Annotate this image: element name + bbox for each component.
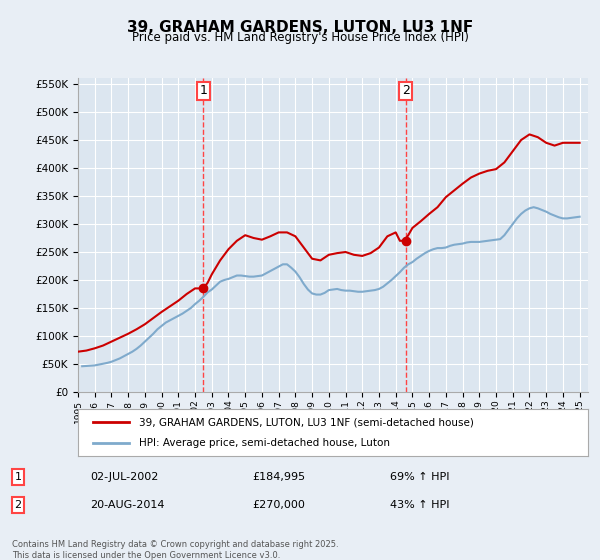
Text: HPI: Average price, semi-detached house, Luton: HPI: Average price, semi-detached house,… <box>139 438 390 448</box>
Text: £184,995: £184,995 <box>252 472 305 482</box>
Text: 02-JUL-2002: 02-JUL-2002 <box>90 472 158 482</box>
Text: 1: 1 <box>199 85 208 97</box>
Text: 39, GRAHAM GARDENS, LUTON, LU3 1NF (semi-detached house): 39, GRAHAM GARDENS, LUTON, LU3 1NF (semi… <box>139 417 474 427</box>
Text: 39, GRAHAM GARDENS, LUTON, LU3 1NF: 39, GRAHAM GARDENS, LUTON, LU3 1NF <box>127 20 473 35</box>
Text: 69% ↑ HPI: 69% ↑ HPI <box>390 472 449 482</box>
Text: 2: 2 <box>402 85 410 97</box>
Text: 20-AUG-2014: 20-AUG-2014 <box>90 500 164 510</box>
Text: Price paid vs. HM Land Registry's House Price Index (HPI): Price paid vs. HM Land Registry's House … <box>131 31 469 44</box>
Text: 2: 2 <box>14 500 22 510</box>
Text: 43% ↑ HPI: 43% ↑ HPI <box>390 500 449 510</box>
Text: 1: 1 <box>14 472 22 482</box>
Text: £270,000: £270,000 <box>252 500 305 510</box>
Text: Contains HM Land Registry data © Crown copyright and database right 2025.
This d: Contains HM Land Registry data © Crown c… <box>12 540 338 560</box>
